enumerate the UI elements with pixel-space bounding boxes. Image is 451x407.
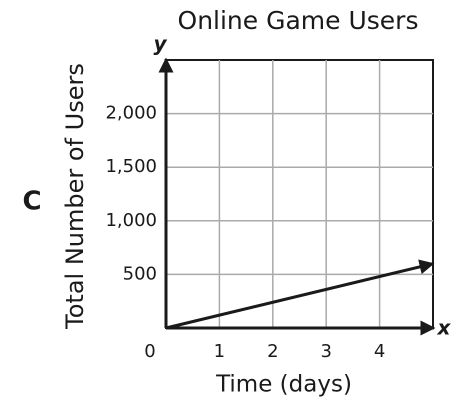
x-tick-label: 3 bbox=[320, 341, 331, 362]
x-tick-label: 0 bbox=[144, 341, 155, 362]
x-axis-name: x bbox=[437, 316, 451, 340]
panel-label: C bbox=[22, 187, 41, 217]
y-tick-label: 500 bbox=[123, 263, 157, 284]
x-axis-label: Time (days) bbox=[215, 372, 352, 398]
x-tick-label: 1 bbox=[214, 341, 225, 362]
x-tick-label: 4 bbox=[374, 341, 385, 362]
chart-title: Online Game Users bbox=[178, 6, 419, 35]
x-tick-label: 2 bbox=[267, 341, 278, 362]
data-line bbox=[165, 259, 435, 330]
y-tick-label: 2,000 bbox=[105, 103, 157, 124]
plot-frame bbox=[165, 59, 434, 329]
y-tick-label: 1,000 bbox=[105, 210, 157, 231]
y-axis-name: y bbox=[153, 32, 167, 56]
y-axis-label: Total Number of Users bbox=[61, 63, 89, 330]
y-tick-label: 1,500 bbox=[105, 156, 157, 177]
